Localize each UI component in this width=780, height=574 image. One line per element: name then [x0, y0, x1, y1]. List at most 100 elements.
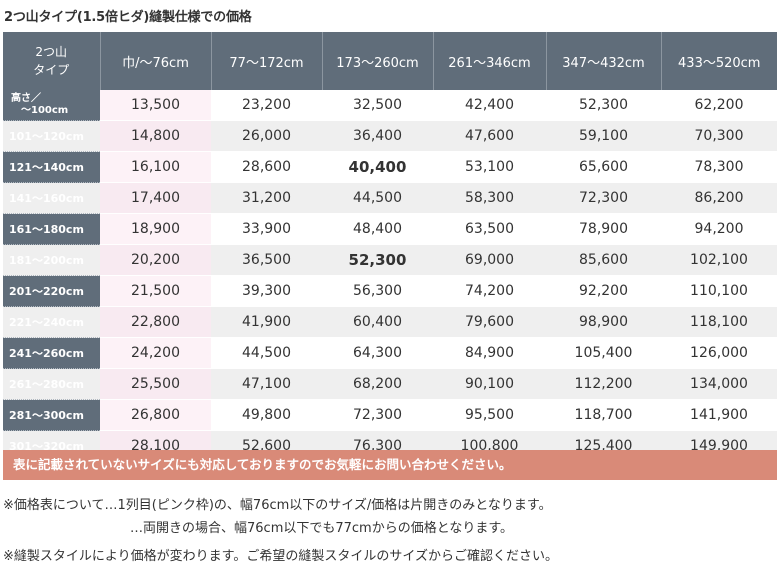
row-header: 261〜280cm: [3, 368, 100, 400]
row-header-line2: 〜100cm: [21, 105, 69, 116]
table-cell: 79,600: [433, 306, 546, 338]
row-header: 121〜140cm: [3, 151, 100, 183]
table-row: 161〜180cm 18,900 33,900 48,400 63,500 78…: [3, 213, 777, 245]
table-row: 121〜140cm 16,100 28,600 40,400 53,100 65…: [3, 151, 777, 183]
table-cell: 65,600: [546, 151, 661, 183]
table-cell: 62,200: [661, 90, 777, 121]
table-cell: 69,000: [433, 244, 546, 276]
table-cell: 41,900: [211, 306, 322, 338]
table-cell: 134,000: [661, 368, 777, 400]
row-header: 201〜220cm: [3, 275, 100, 307]
table-cell: 20,200: [100, 244, 211, 276]
table-cell: 64,300: [322, 337, 433, 369]
row-header: 221〜240cm: [3, 306, 100, 338]
table-cell: 92,200: [546, 275, 661, 307]
column-header: 261〜346cm: [432, 32, 546, 90]
table-cell: 21,500: [100, 275, 211, 307]
table-cell: 47,600: [433, 120, 546, 152]
row-header: 241〜260cm: [3, 337, 100, 369]
row-header-line1: 高さ／: [11, 93, 41, 104]
note-double-opening: …両開きの場合、幅76cm以下でも77cmからの価格となります。: [130, 521, 514, 536]
row-header: 141〜160cm: [3, 182, 100, 214]
table-cell: 72,300: [546, 182, 661, 214]
table-cell: 95,500: [433, 399, 546, 431]
corner-header-line2: タイプ: [33, 63, 70, 77]
table-cell: 58,300: [433, 182, 546, 214]
table-cell: 13,500: [100, 90, 211, 121]
table-row: 141〜160cm 17,400 31,200 44,500 58,300 72…: [3, 182, 777, 214]
table-cell: 85,600: [546, 244, 661, 276]
note-pricing-table: ※価格表について…1列目(ピンク枠)の、幅76cm以下のサイズ/価格は片開きのみ…: [3, 498, 552, 513]
table-cell: 32,500: [322, 90, 433, 121]
corner-header: 2つ山 タイプ: [3, 32, 100, 90]
table-cell: 16,100: [100, 151, 211, 183]
table-cell: 102,100: [661, 244, 777, 276]
table-row: 201〜220cm 21,500 39,300 56,300 74,200 92…: [3, 275, 777, 307]
table-cell: 118,100: [661, 306, 777, 338]
table-header-row: 2つ山 タイプ 巾/〜76cm 77〜172cm 173〜260cm 261〜3…: [3, 32, 777, 90]
table-cell: 118,700: [546, 399, 661, 431]
table-cell: 36,500: [211, 244, 322, 276]
table-cell-highlight: 52,300: [322, 244, 433, 276]
table-cell: 110,100: [661, 275, 777, 307]
table-cell: 63,500: [433, 213, 546, 245]
table-cell: 22,800: [100, 306, 211, 338]
table-row: 261〜280cm 25,500 47,100 68,200 90,100 11…: [3, 368, 777, 400]
table-cell: 78,300: [661, 151, 777, 183]
price-table: 2つ山 タイプ 巾/〜76cm 77〜172cm 173〜260cm 261〜3…: [3, 32, 777, 462]
row-header: 高さ／ 〜100cm: [3, 90, 100, 121]
table-row: 高さ／ 〜100cm 13,500 23,200 32,500 42,400 5…: [3, 90, 777, 121]
row-header: 181〜200cm: [3, 244, 100, 276]
table-cell: 68,200: [322, 368, 433, 400]
table-cell: 33,900: [211, 213, 322, 245]
table-cell: 17,400: [100, 182, 211, 214]
table-cell: 14,800: [100, 120, 211, 152]
table-cell: 42,400: [433, 90, 546, 121]
table-cell: 126,000: [661, 337, 777, 369]
table-cell: 98,900: [546, 306, 661, 338]
column-header: 347〜432cm: [545, 32, 661, 90]
table-cell: 49,800: [211, 399, 322, 431]
table-cell: 23,200: [211, 90, 322, 121]
table-cell: 56,300: [322, 275, 433, 307]
table-cell: 24,200: [100, 337, 211, 369]
table-cell: 72,300: [322, 399, 433, 431]
table-cell: 112,200: [546, 368, 661, 400]
table-cell-highlight: 40,400: [322, 151, 433, 183]
table-cell: 18,900: [100, 213, 211, 245]
row-header: 161〜180cm: [3, 213, 100, 245]
table-cell: 52,300: [546, 90, 661, 121]
table-cell: 44,500: [211, 337, 322, 369]
page-title: 2つ山タイプ(1.5倍ヒダ)縫製仕様での価格: [4, 10, 252, 25]
column-header: 77〜172cm: [210, 32, 322, 90]
table-cell: 26,800: [100, 399, 211, 431]
corner-header-line1: 2つ山: [35, 45, 68, 59]
row-header: 281〜300cm: [3, 399, 100, 431]
table-cell: 86,200: [661, 182, 777, 214]
table-cell: 74,200: [433, 275, 546, 307]
table-cell: 94,200: [661, 213, 777, 245]
table-cell: 59,100: [546, 120, 661, 152]
contact-banner: 表に記載されていないサイズにも対応しておりますのでお気軽にお問い合わせください。: [3, 450, 777, 480]
table-row: 221〜240cm 22,800 41,900 60,400 79,600 98…: [3, 306, 777, 338]
table-row: 281〜300cm 26,800 49,800 72,300 95,500 11…: [3, 399, 777, 431]
table-cell: 105,400: [546, 337, 661, 369]
table-cell: 28,600: [211, 151, 322, 183]
table-cell: 70,300: [661, 120, 777, 152]
column-header: 433〜520cm: [660, 32, 777, 90]
column-header: 173〜260cm: [321, 32, 433, 90]
table-cell: 141,900: [661, 399, 777, 431]
table-row: 101〜120cm 14,800 26,000 36,400 47,600 59…: [3, 120, 777, 152]
table-cell: 78,900: [546, 213, 661, 245]
table-cell: 36,400: [322, 120, 433, 152]
table-row: 181〜200cm 20,200 36,500 52,300 69,000 85…: [3, 244, 777, 276]
table-cell: 90,100: [433, 368, 546, 400]
table-cell: 44,500: [322, 182, 433, 214]
table-cell: 84,900: [433, 337, 546, 369]
row-header: 101〜120cm: [3, 120, 100, 152]
column-header: 巾/〜76cm: [99, 32, 211, 90]
table-cell: 47,100: [211, 368, 322, 400]
table-cell: 31,200: [211, 182, 322, 214]
table-cell: 53,100: [433, 151, 546, 183]
table-cell: 26,000: [211, 120, 322, 152]
